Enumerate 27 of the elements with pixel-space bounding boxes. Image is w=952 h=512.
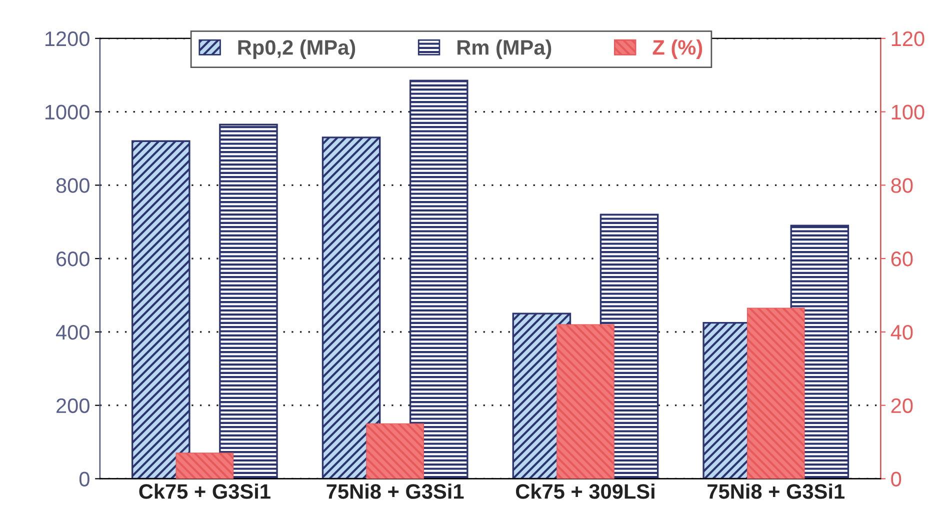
legend-label: Rm (MPa) <box>458 40 552 59</box>
y-tick-label: 1000 <box>45 104 90 120</box>
x-tick-label: Ck75 + 309LSi <box>516 484 654 499</box>
y-tick-label: 1200 <box>45 31 90 46</box>
x-tick-label: 75Ni8 + G3Si1 <box>708 484 844 499</box>
y2-tick-label: 60 <box>891 252 913 266</box>
y-tick-label: 0 <box>79 472 90 486</box>
y2-tick-label: 0 <box>891 472 902 486</box>
y-tick-label: 600 <box>56 252 90 266</box>
y-tick-label: 200 <box>56 398 90 414</box>
y2-tick-label: 80 <box>891 178 913 193</box>
y2-tick-label: 100 <box>892 104 924 120</box>
legend-label: Z (%) <box>652 40 702 59</box>
x-tick-label: Ck75 + G3Si1 <box>139 484 270 499</box>
bar <box>176 452 234 479</box>
bar <box>322 136 381 479</box>
y-tick-label: 400 <box>56 324 90 340</box>
y2-tick-label: 20 <box>891 398 913 414</box>
y2-tick-label: 120 <box>892 31 924 46</box>
x-tick-label: 75Ni8 + G3Si1 <box>326 484 464 499</box>
y2-tick-label: 40 <box>890 324 913 340</box>
bar <box>219 124 278 479</box>
legend-label: Rp0,2 (MPa) <box>238 40 356 59</box>
bar <box>131 140 190 479</box>
y-tick-label: 800 <box>56 178 90 193</box>
bar <box>409 80 468 479</box>
bar <box>366 423 424 479</box>
